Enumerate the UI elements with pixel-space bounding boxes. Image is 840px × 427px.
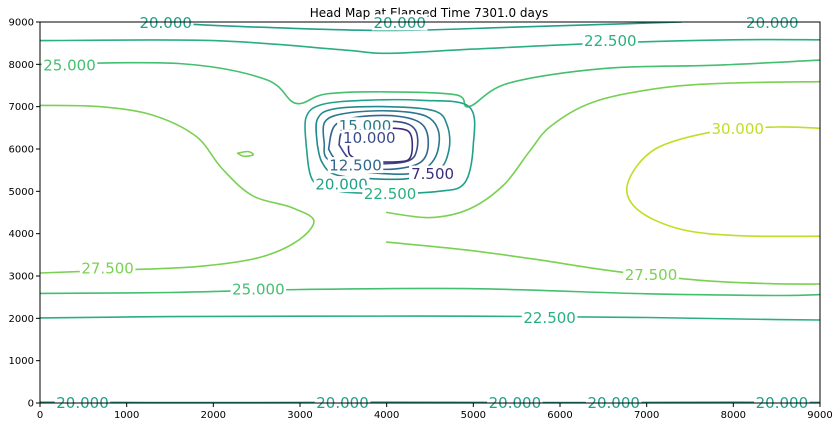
contour-line-27-500 bbox=[385, 80, 820, 219]
contour-label: 7.500 bbox=[411, 165, 454, 183]
x-tick-label: 2000 bbox=[201, 410, 226, 421]
y-tick-label: 6000 bbox=[9, 145, 34, 156]
contour-label-gap bbox=[337, 117, 393, 134]
contour-label-gap bbox=[623, 266, 679, 283]
contour-label-gap bbox=[79, 260, 136, 276]
contour-label-gap bbox=[582, 32, 639, 49]
contour-label-gap bbox=[521, 309, 578, 326]
contour-label: 20.000 bbox=[746, 14, 799, 32]
contour-label: 25.000 bbox=[43, 56, 96, 74]
contour-line-27-500 bbox=[236, 150, 255, 158]
contour-line-25-000 bbox=[40, 59, 820, 108]
contour-label: 12.500 bbox=[329, 157, 382, 175]
x-tick-label: 3000 bbox=[287, 410, 312, 421]
y-tick-label: 3000 bbox=[9, 272, 34, 283]
axes-border bbox=[39, 21, 821, 404]
x-tick-label: 5000 bbox=[461, 410, 486, 421]
y-tick-label: 5000 bbox=[9, 187, 34, 198]
y-tick-label: 2000 bbox=[9, 314, 34, 325]
contour-label-gap bbox=[230, 281, 287, 298]
contour-label: 20.000 bbox=[139, 14, 192, 32]
contour-label: 22.500 bbox=[523, 309, 576, 327]
contour-label: 20.000 bbox=[373, 14, 426, 32]
y-axis: 0 1000 2000 3000 4000 5000 6000 7000 8000 9000 bbox=[9, 18, 40, 410]
contour-label: 20.000 bbox=[315, 176, 368, 194]
y-tick-label: 9000 bbox=[9, 18, 34, 29]
y-tick-label: 7000 bbox=[9, 102, 34, 113]
contour-line-25-000 bbox=[40, 287, 820, 297]
y-tick-label: 0 bbox=[28, 399, 34, 410]
contour-line-22-500 bbox=[40, 38, 820, 55]
contour-label-gap bbox=[409, 165, 457, 182]
contour-label-gap bbox=[41, 56, 98, 73]
contour-line-17-500 bbox=[315, 105, 451, 181]
plot-area: 20.000 20.000 20.00022.50025.00015.00010.0… bbox=[39, 14, 821, 412]
contour-label-gap bbox=[313, 176, 370, 193]
contour-label: 25.000 bbox=[232, 281, 285, 299]
x-axis: 0 1000 2000 3000 4000 5000 6000 7000 8000 9000 bbox=[37, 403, 833, 421]
contour-label: 10.000 bbox=[343, 129, 396, 147]
contour-line-27-500 bbox=[40, 104, 315, 274]
x-tick-label: 9000 bbox=[807, 410, 832, 421]
contour-label: 22.500 bbox=[364, 185, 417, 203]
y-tick-label: 8000 bbox=[9, 60, 34, 71]
contour-label-gap bbox=[327, 157, 384, 174]
contour-label-gap bbox=[709, 120, 766, 137]
contour-line-20-000 bbox=[143, 22, 683, 32]
y-tick-label: 1000 bbox=[9, 356, 34, 367]
x-tick-label: 1000 bbox=[114, 410, 139, 421]
x-tick-label: 7000 bbox=[634, 410, 659, 421]
contour-line-27-500 bbox=[385, 241, 820, 285]
contour-label-gap bbox=[362, 185, 418, 202]
x-tick-label: 4000 bbox=[374, 410, 399, 421]
chart-title: Head Map at Elapsed Time 7301.0 days bbox=[310, 6, 548, 20]
contour-label: 22.500 bbox=[584, 32, 637, 50]
x-tick-label: 8000 bbox=[721, 410, 746, 421]
y-tick-label: 4000 bbox=[9, 229, 34, 240]
x-tick-label: 0 bbox=[37, 410, 43, 421]
contour-label: 27.500 bbox=[625, 266, 678, 284]
x-tick-label: 6000 bbox=[547, 410, 572, 421]
axes-background bbox=[40, 22, 820, 403]
contour-label-gap bbox=[341, 129, 398, 146]
contour-line-22-500 bbox=[40, 315, 820, 321]
contour-label: 30.000 bbox=[711, 120, 764, 138]
contour-label: 27.500 bbox=[81, 260, 134, 278]
